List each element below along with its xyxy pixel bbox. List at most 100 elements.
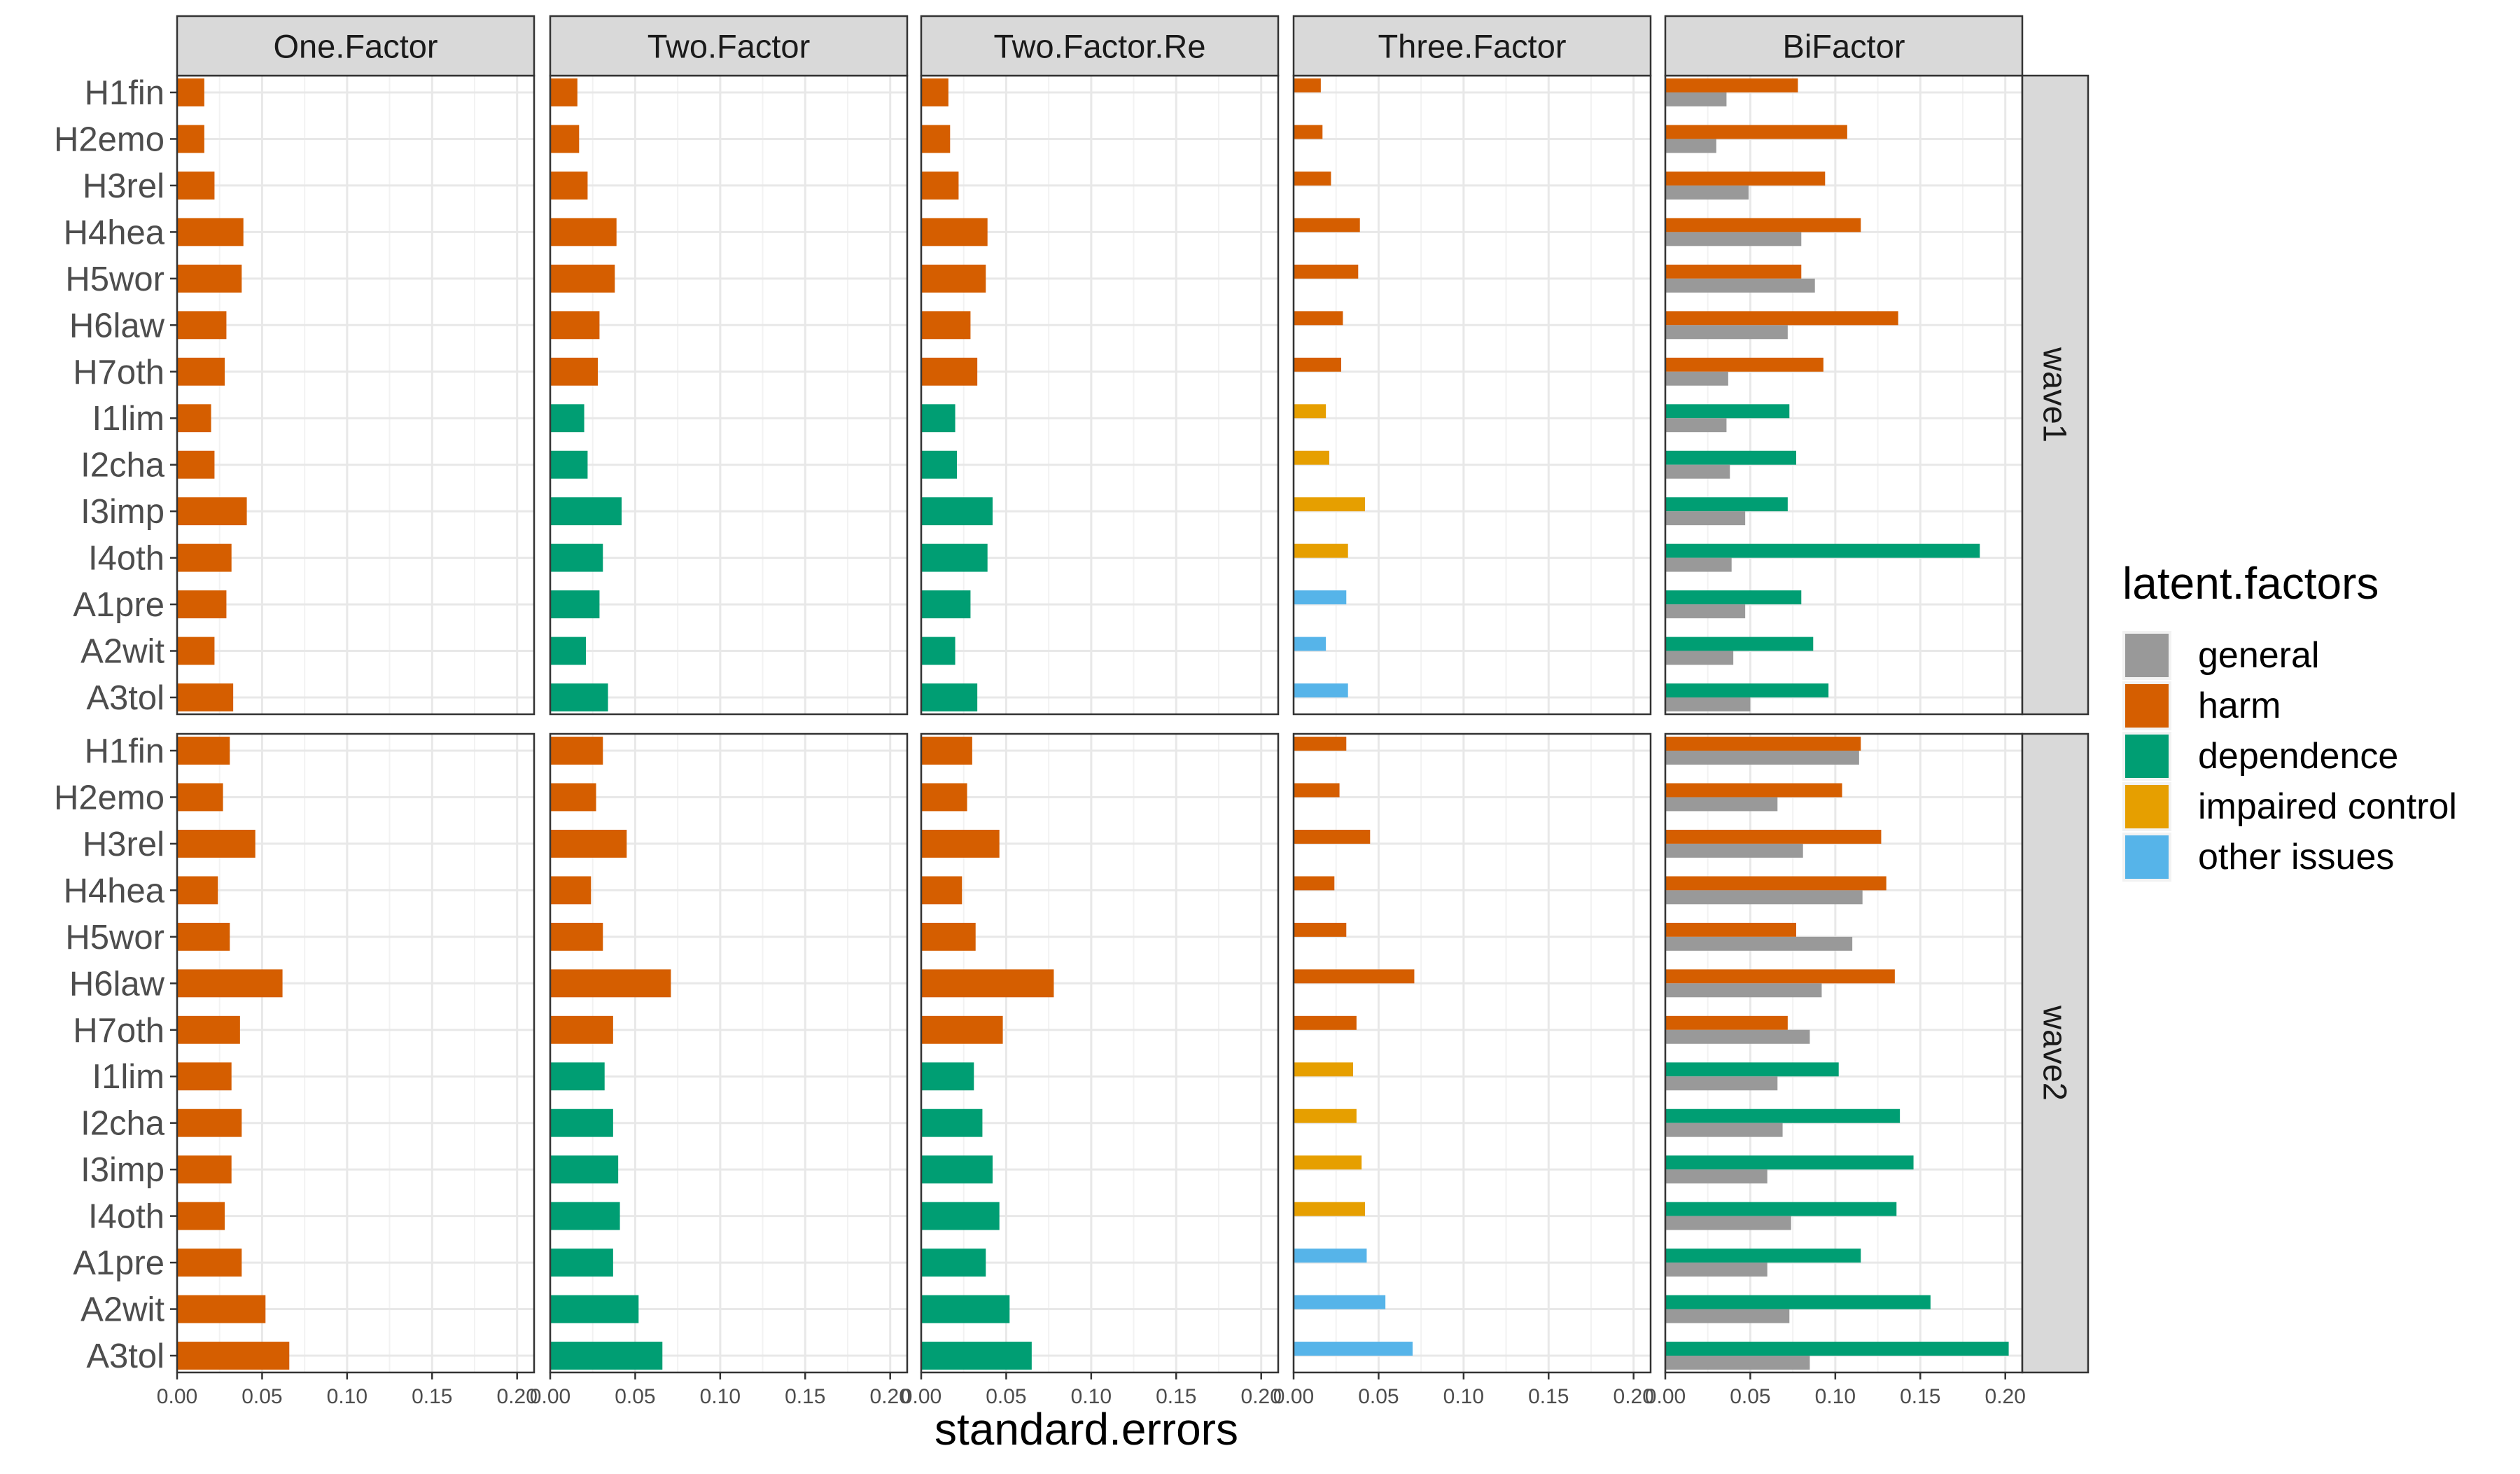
y-tick-label: A2wit [80, 633, 164, 671]
bar-harm-H7oth [1294, 1015, 1357, 1030]
x-tick-label: 0.15 [1528, 1385, 1569, 1408]
bar-harm-H4hea [1665, 218, 1861, 232]
bar-general-A2wit [1665, 1309, 1790, 1323]
facet-strip-label: Two.Factor [648, 28, 810, 65]
facet-strip [2021, 74, 2090, 716]
legend-swatch-other-issues [2125, 835, 2169, 879]
legend-title: latent.factors [2122, 558, 2379, 609]
panel-border [176, 732, 536, 1374]
bar-harm-H3rel [1665, 171, 1826, 186]
facet-strip [176, 15, 536, 77]
bar-harm-A1pre [177, 1249, 242, 1277]
bar-general-I3imp [1665, 1169, 1768, 1184]
bar-general-I3imp [1665, 511, 1746, 526]
bar-harm-H5wor [177, 922, 230, 951]
bar-general-I4oth [1665, 1216, 1791, 1230]
bar-impaired-control-I2cha [1294, 1108, 1357, 1123]
x-tick-label: 0.05 [1730, 1385, 1770, 1408]
bar-harm-H1fin [1665, 78, 1798, 92]
panel-background [921, 734, 1278, 1372]
bar-harm-H6law [921, 969, 1054, 998]
bar-dependence-A2wit [921, 637, 955, 665]
panel-background [1665, 734, 2022, 1372]
bar-harm-H2emo [550, 783, 596, 812]
bar-impaired-control-I1lim [1294, 1062, 1353, 1077]
bar-harm-I1lim [177, 404, 211, 433]
bar-dependence-I2cha [550, 1108, 613, 1137]
bar-harm-H1fin [177, 78, 204, 106]
bar-harm-H6law [1665, 311, 1898, 326]
y-tick-label: H2emo [54, 779, 164, 816]
facet-strip [2021, 732, 2090, 1374]
bar-general-H4hea [1665, 890, 1863, 905]
bar-harm-H3rel [550, 171, 588, 200]
bar-harm-I2cha [177, 1108, 242, 1137]
facet-strip [549, 15, 909, 77]
bar-dependence-I1lim [1665, 1062, 1839, 1077]
bar-harm-H4hea [1665, 876, 1886, 891]
bar-dependence-A2wit [921, 1295, 1010, 1323]
y-tick-label: H3rel [83, 826, 164, 863]
bar-dependence-I1lim [921, 1062, 974, 1091]
y-tick-label: H1fin [85, 74, 164, 112]
facet-strip-label: wave2 [2037, 1005, 2074, 1101]
bar-impaired-control-I4oth [1294, 1202, 1365, 1216]
bar-dependence-A3tol [550, 1342, 663, 1370]
bar-dependence-I4oth [1665, 1202, 1897, 1216]
bar-harm-I4oth [177, 1202, 225, 1230]
bar-dependence-I3imp [921, 1155, 993, 1184]
legend-label: impaired control [2198, 786, 2457, 827]
bar-harm-H4hea [1294, 218, 1360, 232]
bar-harm-H7oth [550, 1015, 613, 1044]
bar-harm-H1fin [550, 737, 603, 765]
x-tick-label: 0.15 [412, 1385, 452, 1408]
bar-harm-H5wor [1665, 264, 1802, 279]
x-tick-label: 0.10 [1071, 1385, 1112, 1408]
x-tick-label: 0.05 [986, 1385, 1026, 1408]
x-tick-label: 0.20 [1614, 1385, 1654, 1408]
bar-harm-H2emo [177, 783, 223, 812]
x-tick-label: 0.20 [1985, 1385, 2026, 1408]
bar-harm-H1fin [921, 78, 948, 106]
y-tick-label: I4oth [88, 1198, 164, 1236]
bar-harm-H2emo [177, 125, 204, 153]
bar-harm-A3tol [177, 683, 234, 711]
bar-harm-H5wor [177, 264, 242, 293]
bar-dependence-A2wit [550, 637, 586, 665]
y-tick-label: A3tol [86, 1337, 164, 1375]
bar-harm-H4hea [921, 218, 988, 246]
bar-dependence-I3imp [550, 497, 622, 526]
bar-dependence-I4oth [921, 1202, 1000, 1230]
bar-other-issues-A1pre [1294, 1249, 1367, 1263]
bar-harm-I3imp [177, 497, 247, 526]
bar-dependence-A2wit [1665, 637, 1814, 651]
x-tick-label: 0.20 [497, 1385, 538, 1408]
bar-general-H3rel [1665, 185, 1749, 200]
bar-other-issues-A2wit [1294, 637, 1326, 651]
bar-harm-H6law [1294, 311, 1343, 326]
x-tick-label: 0.10 [1815, 1385, 1856, 1408]
bar-harm-A3tol [177, 1342, 290, 1370]
bar-harm-H5wor [1665, 922, 1796, 937]
y-tick-label: I3imp [80, 1151, 164, 1189]
bar-harm-A2wit [177, 1295, 266, 1323]
panel-background [1665, 76, 2022, 714]
y-tick-label: I2cha [80, 447, 165, 485]
bar-harm-H3rel [1294, 171, 1331, 186]
bar-harm-H7oth [1294, 357, 1341, 372]
bar-dependence-A3tol [921, 683, 978, 711]
facet-strip [1292, 15, 1652, 77]
bar-dependence-A1pre [921, 1249, 986, 1277]
facet-strip-label: One.Factor [273, 28, 438, 65]
bar-impaired-control-I3imp [1294, 1155, 1362, 1170]
bar-impaired-control-I4oth [1294, 543, 1348, 558]
legend-swatch-general [2125, 634, 2169, 677]
bar-general-H7oth [1665, 371, 1728, 386]
bar-harm-H5wor [1294, 264, 1359, 279]
bar-harm-H6law [1294, 969, 1415, 984]
bar-harm-H2emo [550, 125, 580, 153]
bar-general-A1pre [1665, 1263, 1768, 1277]
bar-dependence-I1lim [550, 1062, 605, 1091]
facet-strip [1664, 15, 2024, 77]
bar-harm-H2emo [1665, 783, 1842, 798]
